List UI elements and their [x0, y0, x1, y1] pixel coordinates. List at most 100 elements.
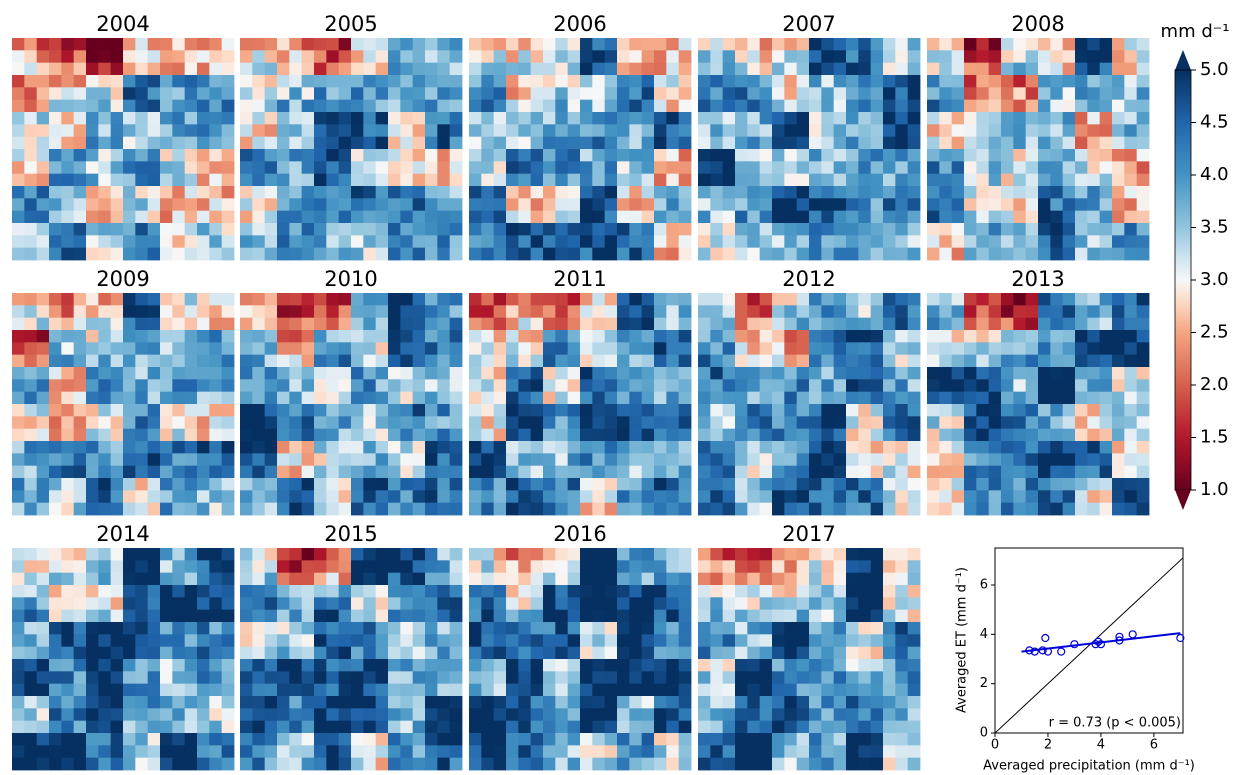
map-cell — [580, 161, 593, 175]
map-cell — [976, 38, 990, 51]
map-cell — [221, 708, 235, 722]
map-cell — [469, 609, 482, 623]
map-cell — [277, 50, 290, 64]
map-cell — [927, 161, 940, 175]
map-cell — [338, 247, 352, 261]
map-cell — [184, 367, 198, 380]
map-cell — [277, 342, 290, 356]
map-cell — [698, 367, 711, 380]
map-cell — [314, 441, 327, 454]
map-cell — [907, 62, 921, 76]
map-cell — [506, 38, 519, 51]
map-cell — [184, 305, 198, 319]
map-cell — [735, 490, 748, 504]
map-cell — [964, 367, 977, 380]
map-cell — [147, 87, 161, 101]
map-cell — [24, 671, 38, 685]
map-cell — [592, 235, 606, 249]
map-cell — [209, 173, 223, 187]
map-cell — [629, 62, 643, 76]
map-cell — [338, 683, 352, 697]
map-cell — [375, 696, 389, 709]
map-cell — [567, 186, 581, 199]
map-cell — [939, 210, 953, 224]
map-cell — [221, 367, 235, 380]
map-cell — [12, 317, 25, 331]
map-cell — [437, 502, 451, 516]
map-cell — [617, 354, 630, 368]
map-cell — [123, 548, 136, 561]
map-cell — [172, 75, 186, 88]
map-cell — [160, 745, 173, 759]
map-cell — [12, 38, 25, 51]
map-cell — [1050, 354, 1064, 368]
map-cell — [1062, 124, 1076, 138]
map-cell — [1038, 404, 1051, 417]
map-cell — [363, 502, 377, 516]
map-cell — [326, 733, 340, 746]
map-cell — [846, 609, 859, 623]
map-cell — [722, 502, 736, 516]
map-cell — [24, 198, 38, 212]
map-cell — [425, 223, 438, 236]
map-cell — [172, 696, 186, 709]
map-cell — [363, 330, 377, 343]
map-cell — [506, 548, 519, 561]
map-cell — [759, 235, 773, 249]
map-cell — [747, 453, 761, 467]
map-cell — [240, 186, 253, 199]
map-cell — [506, 305, 519, 319]
map-cell — [617, 210, 630, 224]
map-cell — [604, 441, 618, 454]
map-cell — [604, 490, 618, 504]
map-cell — [939, 416, 953, 430]
map-cell — [12, 572, 25, 586]
map-cell — [530, 379, 544, 393]
map-cell — [580, 634, 593, 648]
map-cell — [580, 416, 593, 430]
map-cell — [530, 136, 544, 150]
colorbar-tick-label: 5.0 — [1200, 59, 1229, 80]
map-cell — [883, 210, 896, 224]
map-cell — [1025, 223, 1039, 236]
map-cell — [629, 597, 643, 611]
map-cell — [858, 38, 872, 51]
map-cell — [678, 560, 692, 574]
map-cell — [301, 305, 315, 319]
map-cell — [883, 585, 896, 598]
map-cell — [698, 124, 711, 138]
map-cell — [567, 659, 581, 672]
map-cell — [172, 235, 186, 249]
map-cell — [543, 671, 556, 685]
map-cell — [543, 683, 556, 697]
map-cell — [412, 720, 426, 734]
map-cell — [221, 683, 235, 697]
map-cell — [846, 502, 859, 516]
map-cell — [36, 441, 50, 454]
map-cell — [543, 646, 556, 660]
map-cell — [240, 62, 253, 76]
map-cell — [184, 441, 198, 454]
map-cell — [135, 745, 149, 759]
map-cell — [555, 720, 569, 734]
map-cell — [592, 478, 606, 491]
map-cell — [1112, 161, 1125, 175]
map-cell — [678, 317, 692, 331]
map-cell — [24, 478, 38, 491]
map-cell — [907, 696, 921, 709]
map-cell — [351, 124, 364, 138]
map-cell — [12, 161, 25, 175]
map-cell — [388, 305, 401, 319]
map-cell — [641, 50, 655, 64]
map-cell — [530, 560, 544, 574]
map-cell — [951, 305, 965, 319]
map-cell — [870, 696, 884, 709]
map-cell — [98, 75, 112, 88]
map-cell — [641, 223, 655, 236]
map-cell — [543, 478, 556, 491]
map-cell — [530, 223, 544, 236]
map-cell — [772, 149, 785, 162]
map-cell — [493, 597, 507, 611]
map-cell — [363, 293, 377, 306]
map-cell — [833, 124, 847, 138]
